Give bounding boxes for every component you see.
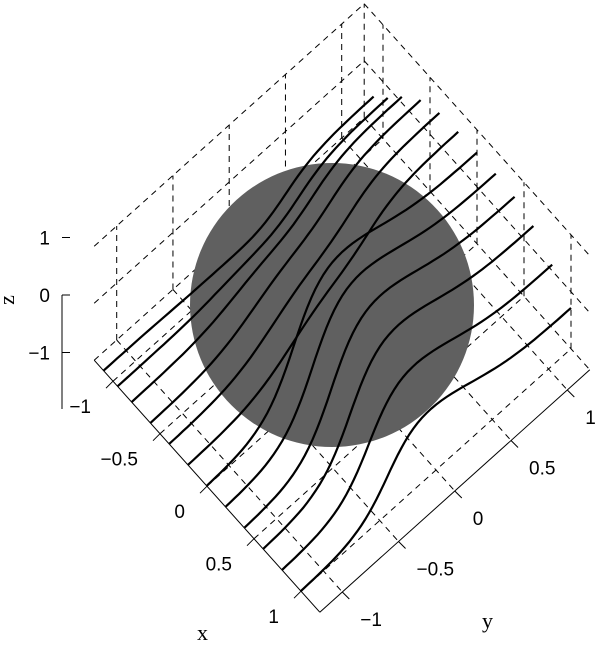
y-tick [566,389,575,398]
wall-grid-line [363,117,591,371]
y-axis-label: y [482,608,493,633]
y-tick [341,591,350,600]
z-tick-label: 0 [39,286,50,307]
y-tick-label: −0.5 [417,560,455,581]
y-tick [398,541,406,549]
z-axis-label: z [0,295,19,305]
x-tick-label: −0.5 [100,450,138,471]
streamline [225,172,497,508]
sphere [190,163,474,447]
x-tick [199,485,208,494]
streamline [149,99,422,424]
streamline [168,112,441,445]
wall-grid-line [93,3,365,247]
streamlines [102,95,572,592]
wall-grid-line [93,60,365,304]
tick-labels: −1 −0.5 0 0.5 1 −1 −0.5 0 0.5 1 −1 0 1 [28,229,596,632]
streamline [206,151,478,487]
x-tick-label: −1 [69,397,91,418]
y-tick-label: 1 [585,408,596,429]
streamline [262,225,535,550]
y-tick-label: 0 [473,509,484,530]
streamline [243,195,516,529]
axes [61,237,591,613]
x-tick [105,380,114,389]
streamline [187,130,459,466]
streamline [116,97,389,388]
wall-grid-line [363,60,591,314]
streamline [281,263,553,571]
y-tick [454,490,463,499]
streamline [102,95,375,372]
wall-grid-line [363,3,591,257]
sphere-disk [190,163,474,447]
y-tick-label: 0.5 [529,459,555,480]
streamline [300,307,572,592]
y-tick-label: −1 [360,610,382,631]
z-tick-label: −1 [28,344,50,365]
z-tick-label: 1 [39,229,50,250]
streamline [131,95,403,403]
x-tick-label: 0 [174,502,185,523]
x-tick [246,538,255,547]
x-axis-label: x [197,620,208,645]
x-tick-label: 1 [268,607,279,628]
x-tick-label: 0.5 [206,555,232,576]
x-tick [293,590,302,599]
y-tick [510,440,519,448]
x-tick [152,433,161,442]
